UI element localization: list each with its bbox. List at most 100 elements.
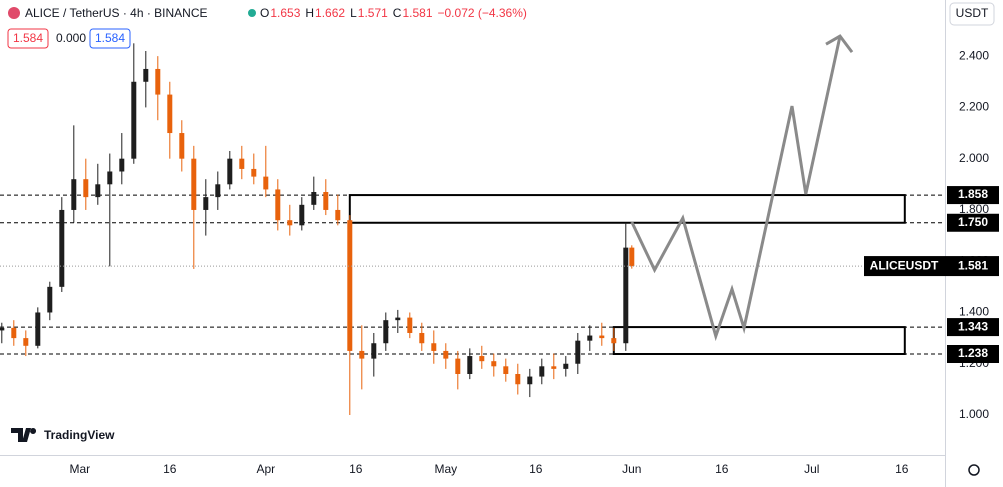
x-tick-label: Jul: [804, 462, 819, 476]
candle-body: [611, 338, 617, 344]
candle-body: [263, 176, 269, 190]
order-box[interactable]: [7, 28, 49, 49]
candle-body: [143, 68, 149, 82]
order-box-value: 1.584: [95, 31, 125, 45]
candle-body: [467, 356, 473, 374]
zone: [612, 326, 906, 356]
ohlc-key: L: [350, 6, 357, 20]
candle-body: [83, 179, 89, 198]
level-label: 1.858: [958, 187, 988, 201]
x-tick-label: Jun: [622, 462, 641, 476]
labels: 1.858 1.750 1.343 1.238 ALICEUSDT 1.581: [864, 186, 999, 364]
zone: [348, 194, 906, 224]
candle-body: [335, 209, 341, 221]
candle-body: [0, 327, 5, 331]
candle-body: [203, 197, 209, 210]
level-label-box: [947, 345, 999, 364]
candle-body: [47, 286, 53, 313]
candle-body: [179, 133, 185, 159]
candle-body: [371, 343, 377, 359]
candle-body: [443, 350, 449, 359]
y-tick-label: 2.400: [959, 48, 989, 62]
symbol-icon: [8, 7, 20, 19]
candle-body: [359, 350, 365, 359]
ohlc-key: C: [393, 6, 402, 20]
candle-body: [107, 171, 113, 185]
order-boxes: 1.584 0.000 1.584: [7, 28, 131, 49]
settings-icon[interactable]: [968, 464, 980, 476]
symbol-title[interactable]: ALICE / TetherUS · 4h · BINANCE: [25, 6, 208, 20]
candle-body: [527, 376, 533, 385]
projection-path: [630, 35, 842, 342]
ohlc-key: O: [260, 6, 269, 20]
candle-body: [95, 184, 101, 198]
x-tick-label: Apr: [256, 462, 275, 476]
x-tick-label: 16: [529, 462, 543, 476]
candle-body: [311, 191, 317, 205]
projection-arrowhead: [825, 34, 854, 54]
candle-body: [191, 158, 197, 210]
ohlc-value: 1.662: [315, 6, 345, 20]
level-label-box: [947, 213, 999, 232]
order-box-value: 0.000: [56, 31, 86, 45]
candle-body: [287, 220, 293, 226]
candle-body: [131, 81, 137, 159]
candle-body: [215, 184, 221, 198]
candle-body: [503, 366, 509, 374]
candle-body: [23, 338, 29, 346]
candle-body: [347, 220, 353, 351]
x-tick-label: Mar: [69, 462, 90, 476]
candle-body: [11, 327, 17, 339]
candle-body: [551, 366, 557, 369]
candle-body: [239, 158, 245, 169]
y-tick-label: 1.400: [959, 305, 989, 319]
candle-body: [275, 189, 281, 221]
candle-body: [455, 358, 461, 374]
status-dot: [248, 9, 256, 17]
candle-body: [563, 363, 569, 369]
logo-mark: [11, 428, 37, 442]
candle-body: [575, 340, 581, 364]
x-tick-label: 16: [163, 462, 177, 476]
level-label: 1.238: [958, 346, 988, 360]
candle-body: [167, 94, 173, 134]
candle-body: [383, 320, 389, 344]
y-tick-label: 1.800: [959, 202, 989, 216]
y-tick-label: 2.200: [959, 100, 989, 114]
ohlc-legend: O 1.653 H 1.662 L 1.571 C 1.581 −0.072 (−4.36%): [260, 6, 527, 20]
candle-body: [479, 356, 485, 362]
candle-body: [587, 335, 593, 341]
price-tag-value: 1.581: [958, 258, 988, 272]
currency-button[interactable]: [949, 2, 995, 26]
x-tick-label: 16: [895, 462, 909, 476]
candle-body: [539, 366, 545, 377]
currency[interactable]: USDT: [956, 6, 989, 20]
candle-body: [419, 332, 425, 344]
level-label-box: [947, 318, 999, 337]
watermark: TradingView: [44, 428, 115, 442]
ohlc-value: 1.581: [402, 6, 432, 20]
x-tick-label: 16: [349, 462, 363, 476]
candle-body: [155, 68, 161, 95]
candle-body: [629, 247, 635, 267]
plot: [0, 34, 945, 416]
candle-body: [59, 209, 65, 287]
order-box[interactable]: [89, 28, 131, 49]
candle-body: [491, 361, 497, 367]
level-label-box: [947, 186, 999, 205]
price-tag-box: [864, 256, 999, 277]
candle-body: [431, 343, 437, 351]
ohlc-key: H: [305, 6, 314, 20]
candle-body: [299, 204, 305, 226]
x-tick-label: 16: [715, 462, 729, 476]
level-label: 1.750: [958, 215, 988, 229]
candle-body: [323, 191, 329, 210]
order-box-value: 1.584: [13, 31, 43, 45]
y-tick-label: 2.000: [959, 151, 989, 165]
y-tick-label: 1.000: [959, 407, 989, 421]
ohlc-change: −0.072 (−4.36%): [438, 6, 527, 20]
candle-body: [407, 317, 413, 333]
candle-body: [35, 312, 41, 346]
